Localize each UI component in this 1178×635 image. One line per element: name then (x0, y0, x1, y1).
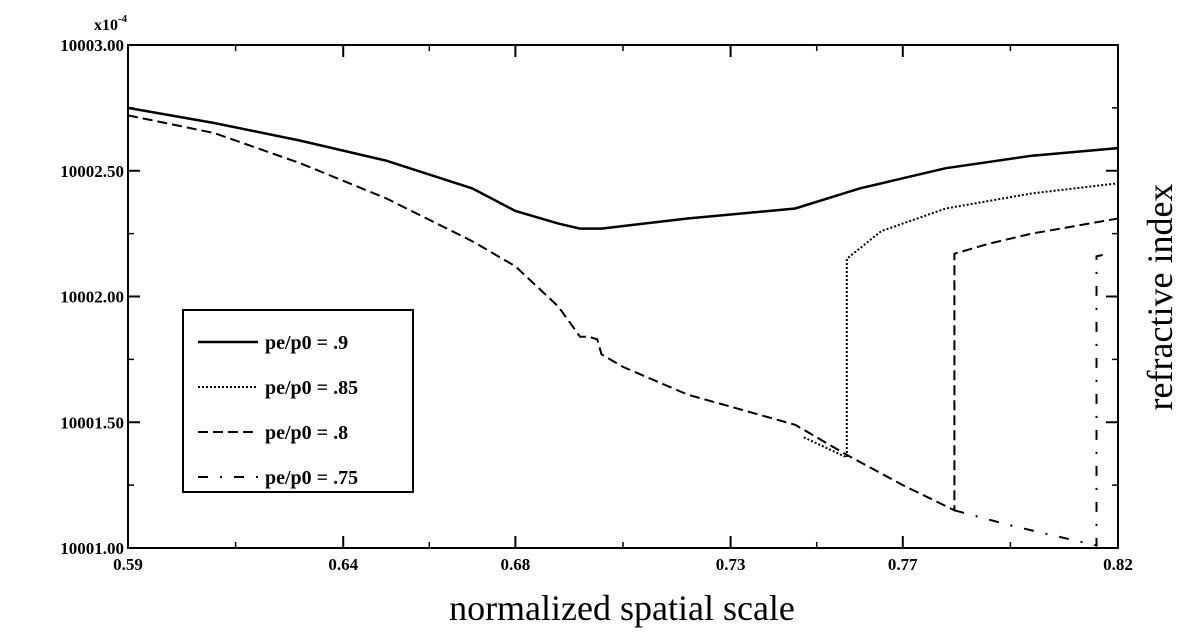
axis-tick-labels: 0.59 0.64 0.68 0.73 0.77 0.82 10001.00 10001.50… (60, 36, 1133, 574)
y-tick-label: 10002.50 (60, 162, 124, 181)
y-axis-title: refractive index (1140, 184, 1178, 411)
legend-box (182, 309, 414, 493)
x-tick-label: 0.82 (1103, 555, 1133, 574)
x-tick-label: 0.64 (328, 555, 358, 574)
series-line-1 (127, 106, 1119, 230)
x-tick-label: 0.68 (501, 555, 531, 574)
y-tick-label: 10003.00 (60, 36, 124, 55)
legend-label: pe/p0 = .9 (265, 332, 348, 354)
series-line-3 (127, 114, 1119, 512)
series-line-4 (954, 252, 1110, 547)
series-lines (127, 106, 1119, 547)
series-line-2 (803, 182, 1119, 460)
y-tick-label: 10001.00 (60, 539, 124, 558)
axis-ticks (127, 44, 1119, 549)
y-axis-multiplier: x10 -4 (94, 13, 128, 34)
x-tick-label: 0.77 (888, 555, 918, 574)
y-multiplier-base: x10 (94, 17, 118, 34)
x-axis-title: normalized spatial scale (449, 588, 795, 628)
legend-label: pe/p0 = .8 (265, 422, 348, 444)
x-tick-label: 0.73 (716, 555, 746, 574)
x-tick-label: 0.59 (113, 555, 143, 574)
y-multiplier-exponent: -4 (118, 13, 128, 25)
legend-label: pe/p0 = .85 (265, 377, 358, 399)
legend: pe/p0 = .9 pe/p0 = .85 pe/p0 = .8 pe/p0 = .… (182, 309, 414, 493)
y-tick-label: 10002.00 (60, 288, 124, 307)
legend-label: pe/p0 = .75 (265, 467, 358, 489)
y-tick-label: 10001.50 (60, 413, 124, 432)
